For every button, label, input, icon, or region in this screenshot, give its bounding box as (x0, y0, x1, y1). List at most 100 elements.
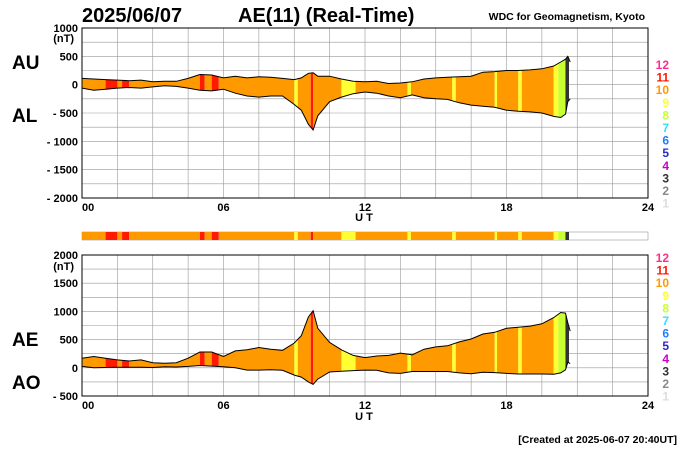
activity-bar-segment (218, 232, 295, 240)
activity-bar-segment (204, 232, 212, 240)
level-legend-entry: 9 (662, 289, 669, 303)
ae-ao-ytick-label: 1000 (54, 306, 78, 318)
ae-ao-activity-segment (494, 310, 498, 385)
level-legend-entry: 8 (662, 301, 669, 315)
level-legend-entry: 4 (662, 352, 669, 366)
activity-bar-segment (297, 232, 311, 240)
level-legend-entry: 6 (662, 327, 669, 341)
au-al-xtick-label: 00 (82, 202, 94, 214)
ae-ao-ytick-label: - 500 (53, 391, 78, 403)
activity-bar-segment (211, 232, 219, 240)
level-legend-entry: 1 (662, 197, 669, 211)
source-label: WDC for Geomagnetism, Kyoto (489, 11, 645, 23)
activity-bar-segment (355, 232, 408, 240)
ae-ao-activity-segment (294, 310, 298, 385)
ae-ao-activity-segment (565, 310, 569, 385)
activity-bar-segment (105, 232, 118, 240)
created-timestamp: [Created at 2025-06-07 20:40UT] (518, 434, 677, 446)
activity-bar-segment (199, 232, 205, 240)
ae-ao-xtick-label: 06 (217, 400, 229, 412)
au-al-activity-segment (452, 56, 456, 130)
activity-bar-segment (497, 232, 519, 240)
ae-ao-xtick-label: 18 (500, 400, 512, 412)
activity-bar-segment (455, 232, 495, 240)
activity-bar-segment (407, 232, 411, 240)
activity-color-bar (81, 231, 649, 241)
activity-bar-segment (313, 232, 342, 240)
au-al-plot-frame (81, 27, 649, 199)
level-legend-entry: 1 (662, 390, 669, 404)
au-al-ytick-label: 0 (72, 80, 78, 92)
ae-ao-ytick-label: 2000 (54, 250, 78, 262)
activity-bar-segment (129, 232, 200, 240)
ae-side-label: AE (12, 330, 38, 351)
activity-bar-segment (521, 232, 554, 240)
level-legend-entry: 3 (662, 171, 669, 185)
level-legend-entry: 9 (662, 96, 669, 110)
level-legend-entry: 8 (662, 108, 669, 122)
au-al-activity-segment (558, 56, 566, 130)
au-al-xtick-label: 06 (217, 202, 229, 214)
au-al-ytick-label: 1000 (54, 23, 78, 35)
chart-title: AE(11) (Real-Time) (238, 5, 414, 27)
ae-ao-ytick-label: 1500 (54, 278, 78, 290)
au-al-activity-segment (553, 56, 559, 130)
level-legend-entry: 6 (662, 134, 669, 148)
au-al-ytick-label: - 500 (53, 108, 78, 120)
ae-ao-xtick-label: 24 (642, 400, 655, 412)
ae-ao-ytick-label: 500 (60, 335, 78, 347)
ae-ao-series-line-ae (81, 309, 571, 364)
activity-bar-segment (518, 232, 522, 240)
au-al-activity-segment (494, 56, 498, 130)
au-al-ylabel: (nT) (53, 33, 74, 45)
activity-bar-segment (553, 232, 559, 240)
level-legend-entry: 10 (656, 83, 670, 97)
level-legend-entry: 5 (662, 339, 669, 353)
au-side-label: AU (12, 53, 39, 74)
ae-ao-ytick-label: 0 (72, 363, 78, 375)
au-al-ytick-label: - 1000 (47, 136, 78, 148)
level-legend-entry: 12 (656, 58, 670, 72)
au-al-panel: 1000 500 0 - 500 - 1000 - 1500 - 2000 00 06 12 18 2… (47, 23, 655, 214)
level-legend-entry: 5 (662, 146, 669, 160)
activity-bar-segment (452, 232, 456, 240)
ae-ao-activity-segment (310, 310, 314, 385)
activity-bar-segment (341, 232, 356, 240)
ae-ao-plot-frame (81, 254, 649, 397)
activity-bar-segment (117, 232, 123, 240)
level-legend-entry: 3 (662, 364, 669, 378)
au-al-xtick-label: 18 (500, 202, 512, 214)
au-al-activity-segment (565, 56, 569, 130)
au-al-xtick-label: 12 (359, 202, 371, 214)
au-al-xlabel: U T (355, 212, 373, 224)
level-legend-entry: 7 (662, 314, 669, 328)
au-al-ytick-label: - 1500 (47, 165, 78, 177)
activity-bar-segment (294, 232, 298, 240)
activity-bar-segment (494, 232, 498, 240)
ae-ao-activity-segment (558, 310, 566, 385)
date-title: 2025/06/07 (82, 5, 182, 27)
au-al-xtick-label: 24 (642, 202, 655, 214)
level-legend-entry: 4 (662, 159, 669, 173)
ae-ao-xlabel: U T (355, 411, 373, 423)
activity-bar-segment (558, 232, 566, 240)
ae-ao-xtick-label: 00 (82, 400, 94, 412)
al-side-label: AL (12, 106, 38, 127)
au-al-series-line-au (81, 55, 571, 85)
ao-side-label: AO (12, 373, 41, 394)
ae-ao-activity-segment (553, 310, 559, 385)
activity-bar-segment (82, 232, 106, 240)
activity-bar-segment (310, 232, 314, 240)
au-al-activity-segment (518, 56, 522, 130)
level-legend-entry: 12 (656, 251, 670, 265)
level-legend-entry: 2 (662, 377, 669, 391)
au-al-activity-segment (294, 56, 298, 130)
ae-ao-panel: 2000 1500 1000 500 0 - 500 00 06 12 18 24 (53, 250, 655, 412)
activity-bar-segment (410, 232, 453, 240)
ae-ao-xtick-label: 12 (359, 400, 371, 412)
activity-bar-segment (565, 232, 569, 240)
au-al-ytick-label: - 2000 (47, 193, 78, 205)
